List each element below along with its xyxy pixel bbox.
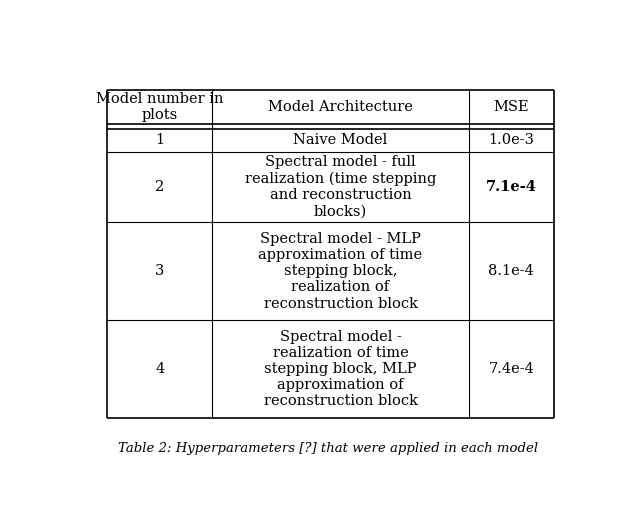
Text: Spectral model -
realization of time
stepping block, MLP
approximation of
recons: Spectral model - realization of time ste… (264, 330, 417, 408)
Text: 8.1e-4: 8.1e-4 (488, 264, 534, 278)
Text: 1.0e-3: 1.0e-3 (488, 133, 534, 148)
Text: 7.4e-4: 7.4e-4 (488, 362, 534, 376)
Text: Spectral model - full
realization (time stepping
and reconstruction
blocks): Spectral model - full realization (time … (245, 156, 436, 218)
Text: Naive Model: Naive Model (293, 133, 388, 148)
Text: Table 2: Hyperparameters [?] that were applied in each model: Table 2: Hyperparameters [?] that were a… (118, 442, 538, 455)
Text: MSE: MSE (493, 100, 529, 114)
Text: Spectral model - MLP
approximation of time
stepping block,
realization of
recons: Spectral model - MLP approximation of ti… (259, 232, 422, 311)
Text: 3: 3 (155, 264, 164, 278)
Text: Model Architecture: Model Architecture (268, 100, 413, 114)
Text: 1: 1 (155, 133, 164, 148)
Text: 4: 4 (155, 362, 164, 376)
Text: Model number in
plots: Model number in plots (96, 92, 223, 122)
Text: 2: 2 (155, 180, 164, 194)
Text: 7.1e-4: 7.1e-4 (486, 180, 537, 194)
